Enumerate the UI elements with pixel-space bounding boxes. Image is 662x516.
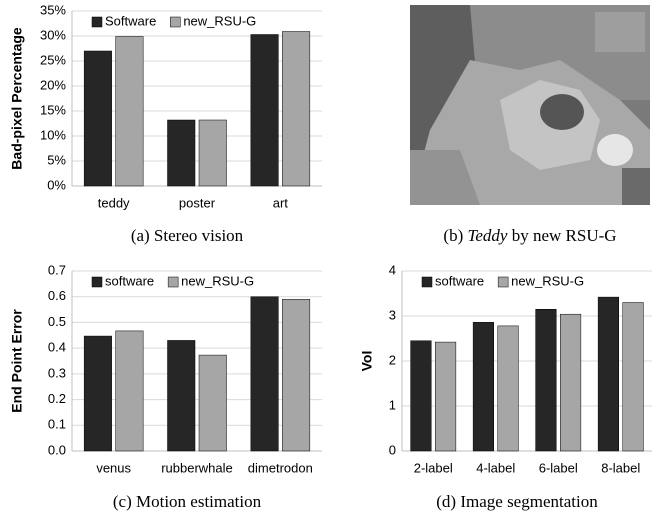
x-tick-label: venus: [96, 460, 131, 475]
x-tick-label: poster: [179, 195, 216, 210]
y-tick-label: 2: [389, 352, 396, 367]
bar: [410, 340, 432, 452]
caption: (c) Motion estimation: [113, 492, 262, 511]
legend-label: new_RSU-G: [183, 13, 256, 28]
y-axis-label: End Point Error: [9, 309, 25, 413]
legend-label: Software: [105, 13, 156, 28]
y-axis-label: VoI: [359, 351, 375, 372]
bar: [282, 31, 311, 187]
bar: [497, 325, 519, 452]
bar: [198, 119, 227, 187]
caption-prefix: (b): [443, 226, 463, 245]
legend-label: new_RSU-G: [511, 273, 584, 288]
x-tick-label: teddy: [98, 195, 130, 210]
y-tick-label: 0%: [47, 177, 66, 192]
bar: [250, 296, 279, 452]
x-tick-label: rubberwhale: [161, 460, 233, 475]
legend-swatch: [167, 276, 179, 288]
depth-image: [410, 5, 650, 205]
y-tick-label: 30%: [40, 27, 66, 42]
x-tick-label: 4-label: [476, 460, 515, 475]
y-tick-label: 0: [389, 442, 396, 457]
x-tick-label: 8-label: [601, 460, 640, 475]
bar: [622, 302, 644, 452]
bar: [83, 335, 112, 452]
y-tick-label: 4: [389, 262, 396, 277]
y-tick-label: 0.1: [48, 417, 66, 432]
bar: [115, 36, 144, 187]
caption: (a) Stereo vision: [131, 226, 244, 245]
bar: [198, 354, 227, 452]
y-axis-label: Bad-pixel Percentage: [9, 27, 25, 170]
image-caption: (b) Teddy by new RSU-G: [443, 226, 616, 245]
y-tick-label: 0.0: [48, 442, 66, 457]
bar: [250, 34, 279, 187]
y-tick-label: 25%: [40, 52, 66, 67]
legend-swatch: [91, 276, 103, 288]
image-region: [540, 94, 584, 130]
bar: [535, 309, 557, 452]
legend-swatch: [91, 16, 103, 28]
y-tick-label: 0.6: [48, 288, 66, 303]
image-region: [410, 150, 480, 205]
x-tick-label: 6-label: [539, 460, 578, 475]
bar: [472, 322, 494, 452]
y-tick-label: 35%: [40, 2, 66, 17]
caption: (d) Image segmentation: [436, 492, 598, 511]
y-tick-label: 20%: [40, 77, 66, 92]
bar: [115, 330, 144, 452]
image-region: [622, 168, 650, 205]
y-tick-label: 0.5: [48, 314, 66, 329]
bar: [83, 50, 112, 187]
y-tick-label: 10%: [40, 127, 66, 142]
legend-swatch: [170, 16, 181, 28]
y-tick-label: 0.4: [48, 340, 66, 355]
y-tick-label: 1: [389, 397, 396, 412]
legend-label: software: [105, 273, 154, 288]
y-tick-label: 5%: [47, 152, 66, 167]
legend-swatch: [497, 276, 509, 288]
legend-label: new_RSU-G: [181, 273, 254, 288]
bar: [167, 340, 196, 452]
y-tick-label: 0.2: [48, 391, 66, 406]
y-tick-label: 3: [389, 307, 396, 322]
x-tick-label: 2-label: [414, 460, 453, 475]
bar: [597, 296, 619, 452]
x-tick-label: art: [273, 195, 289, 210]
bar: [560, 313, 582, 452]
image-region: [597, 134, 633, 166]
y-tick-label: 15%: [40, 102, 66, 117]
bar: [282, 299, 311, 452]
y-tick-label: 0.3: [48, 365, 66, 380]
bar: [167, 119, 196, 187]
image-region: [595, 12, 645, 52]
legend-label: software: [435, 273, 484, 288]
caption-rest: by new RSU-G: [512, 226, 617, 245]
caption-italic: Teddy: [467, 226, 507, 245]
legend-swatch: [421, 276, 433, 288]
bar: [435, 341, 457, 452]
y-tick-label: 0.7: [48, 262, 66, 277]
x-tick-label: dimetrodon: [248, 460, 313, 475]
